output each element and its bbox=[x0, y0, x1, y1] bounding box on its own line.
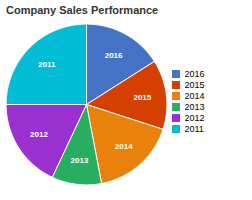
html-text:Company Sales Performance: Company Sales Performance bbox=[6, 4, 159, 16]
html-text:2015: 2015 bbox=[184, 79, 205, 90]
html-text:2012: 2012 bbox=[184, 112, 205, 123]
svg-text:2014: 2014 bbox=[115, 142, 133, 151]
html-text:2011: 2011 bbox=[184, 123, 204, 134]
svg-text:2012: 2012 bbox=[30, 130, 48, 139]
svg-text:2016: 2016 bbox=[105, 51, 123, 60]
html-text:2013: 2013 bbox=[184, 101, 205, 112]
html-text:2016: 2016 bbox=[184, 68, 205, 79]
html-text:2014: 2014 bbox=[184, 90, 205, 101]
svg-text:2015: 2015 bbox=[133, 93, 151, 102]
svg-text:2011: 2011 bbox=[38, 60, 56, 69]
svg-text:2013: 2013 bbox=[71, 156, 89, 165]
